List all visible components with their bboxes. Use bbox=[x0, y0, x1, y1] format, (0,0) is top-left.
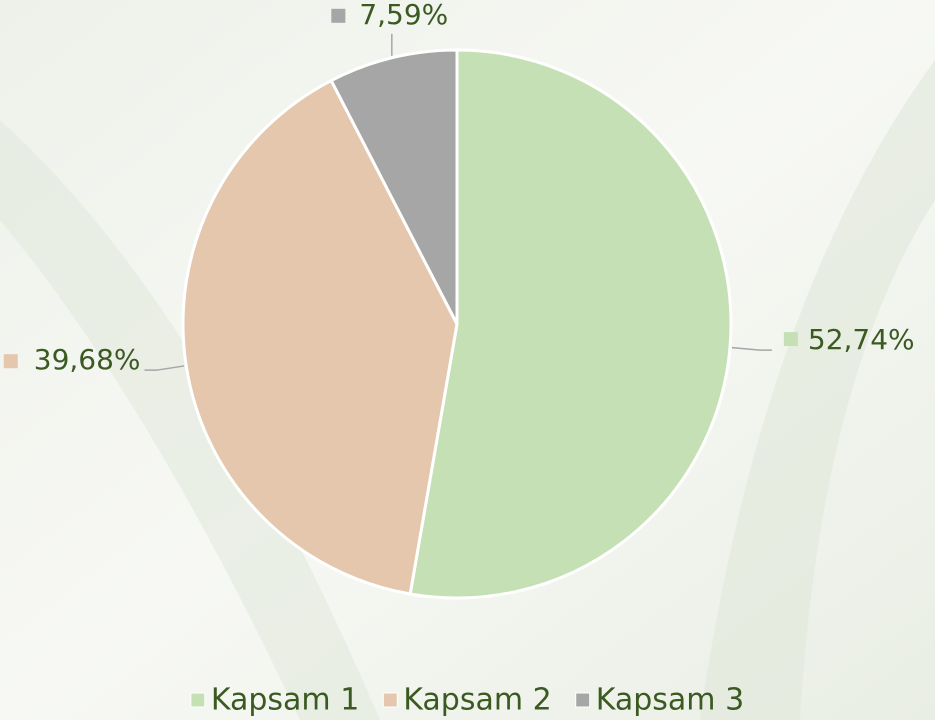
leader-line bbox=[144, 365, 185, 371]
legend-swatch bbox=[575, 692, 591, 708]
leaf bbox=[0, 120, 380, 720]
leaf bbox=[700, 60, 935, 720]
label-swatch bbox=[783, 332, 798, 347]
label-swatch bbox=[331, 8, 346, 23]
pie-slice bbox=[329, 48, 459, 325]
legend-swatch bbox=[190, 692, 206, 708]
pie-slice bbox=[181, 78, 459, 596]
pie-slice bbox=[408, 48, 733, 600]
label-swatch bbox=[3, 354, 18, 369]
legend-swatch bbox=[382, 692, 398, 708]
data-label: 7,59% bbox=[359, 0, 448, 31]
leader-line bbox=[731, 346, 772, 351]
data-label: 52,74% bbox=[808, 323, 915, 356]
data-label: 39,68% bbox=[34, 343, 141, 376]
legend-label: Kapsam 1 bbox=[211, 683, 359, 718]
legend-label: Kapsam 3 bbox=[596, 683, 744, 718]
legend-label: Kapsam 2 bbox=[403, 683, 551, 718]
